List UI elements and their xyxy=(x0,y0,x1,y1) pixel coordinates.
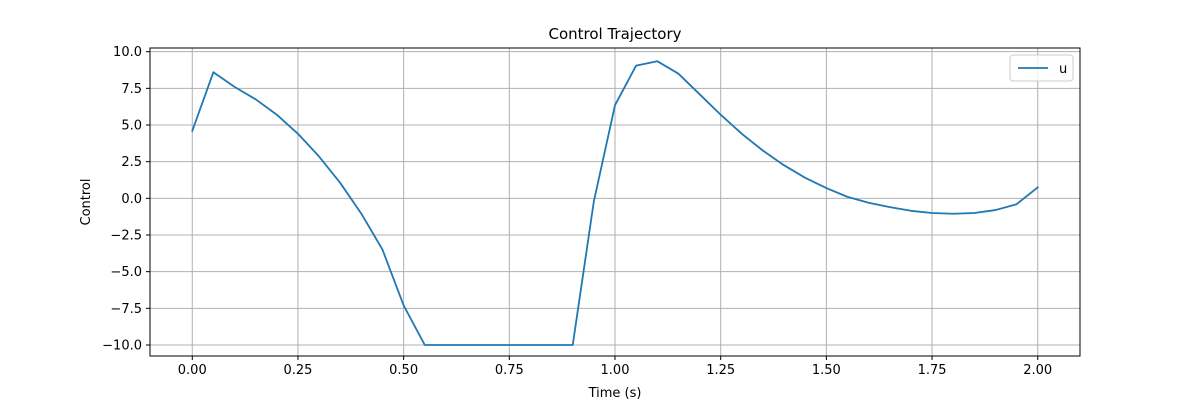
y-tick-label: −10.0 xyxy=(102,339,142,354)
x-tick-label: 0.25 xyxy=(283,363,312,378)
x-tick-label: 0.75 xyxy=(495,363,524,378)
x-tick-label: 1.50 xyxy=(812,363,841,378)
y-tick-label: −7.5 xyxy=(110,302,142,317)
axis-ticks: 0.00 0.25 0.50 0.75 1.00 1.25 1.50 1.75 2.00 10.0… xyxy=(102,45,1052,378)
y-axis-label: Control xyxy=(79,179,94,226)
y-tick-label: 0.0 xyxy=(121,192,142,207)
series-layer xyxy=(191,60,1039,346)
x-tick-label: 0.00 xyxy=(178,363,207,378)
y-tick-label: 10.0 xyxy=(113,45,142,60)
chart-title: Control Trajectory xyxy=(548,25,681,43)
series-line-u xyxy=(191,60,1039,346)
legend-label-u: u xyxy=(1059,62,1067,77)
y-tick-label: −2.5 xyxy=(110,229,142,244)
y-tick-label: 2.5 xyxy=(121,155,142,170)
y-tick-label: 7.5 xyxy=(121,82,142,97)
y-tick-label: 5.0 xyxy=(121,119,142,134)
y-tick-label: −5.0 xyxy=(110,265,142,280)
x-tick-label: 0.50 xyxy=(389,363,418,378)
x-tick-label: 1.75 xyxy=(918,363,947,378)
grid-lines xyxy=(150,48,1080,356)
x-tick-label: 1.00 xyxy=(601,363,630,378)
x-tick-label: 2.00 xyxy=(1023,363,1052,378)
legend: u xyxy=(1009,54,1074,82)
x-tick-label: 1.25 xyxy=(706,363,735,378)
x-axis-label: Time (s) xyxy=(588,386,642,400)
